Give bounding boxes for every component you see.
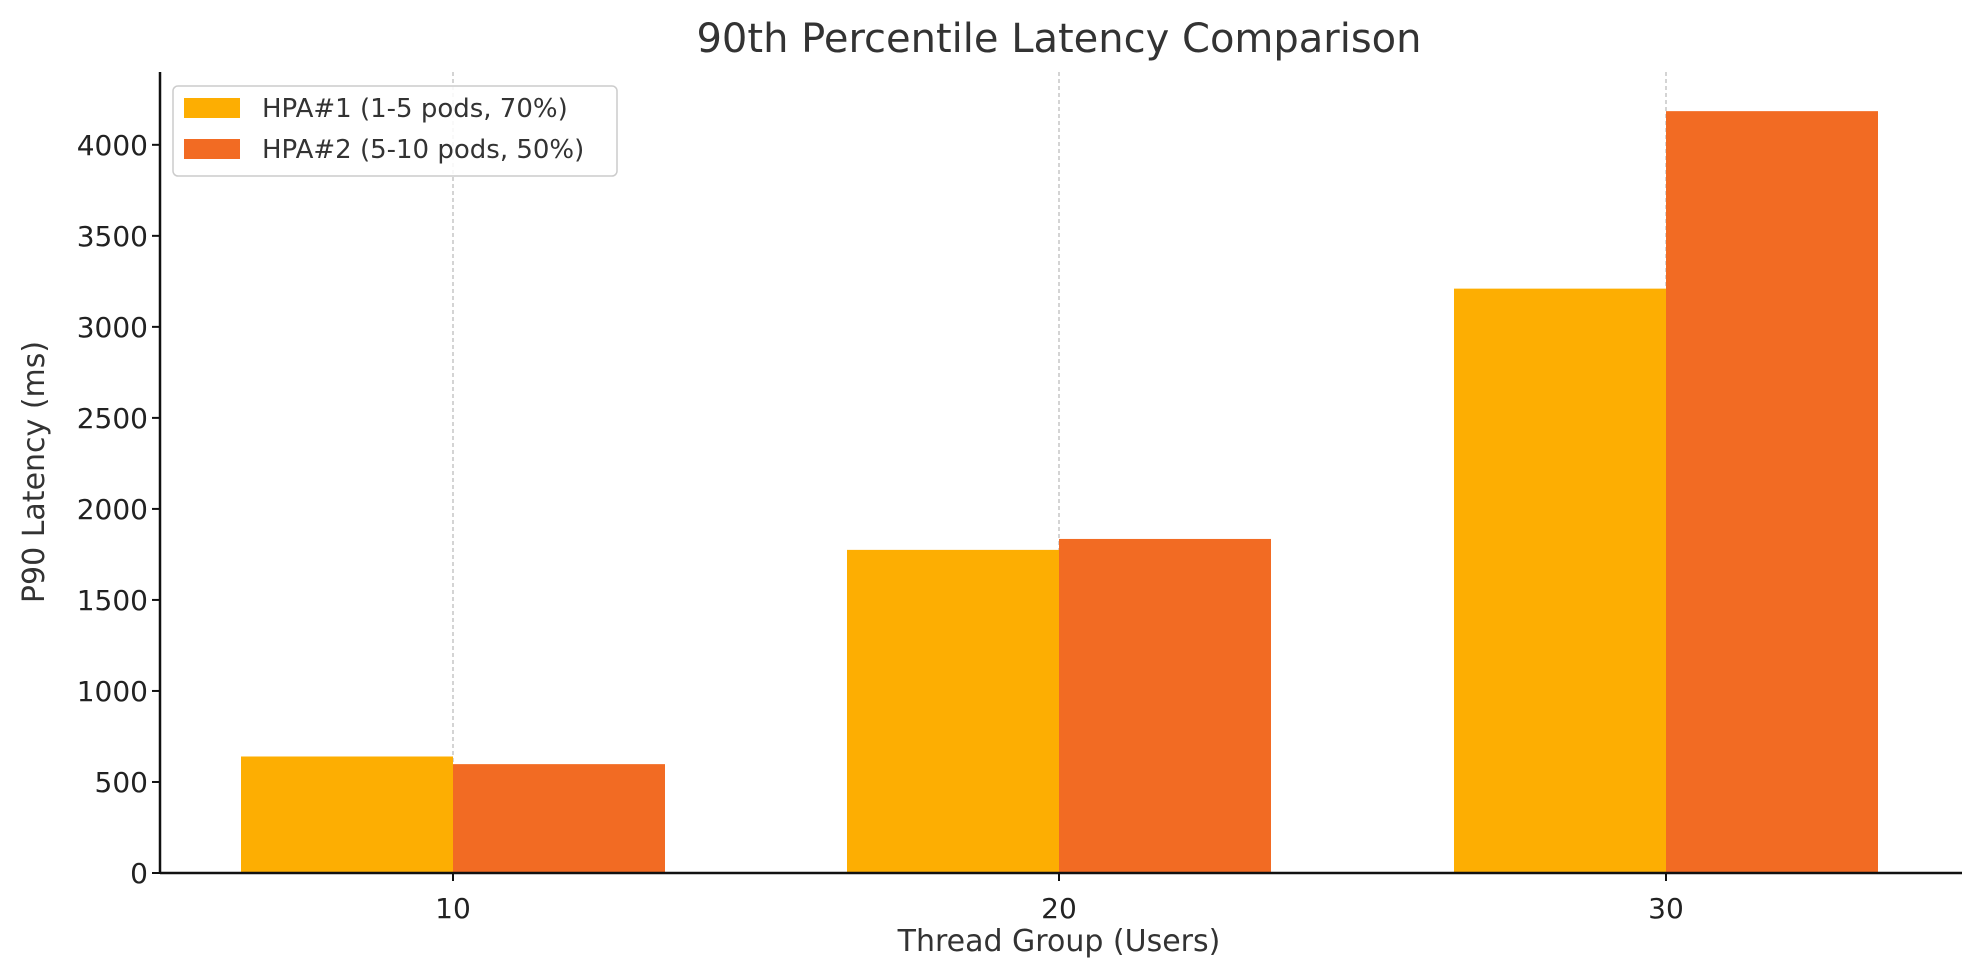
y-tick-label: 500 [95,766,148,799]
x-tick-label: 30 [1648,892,1684,925]
x-tick-label: 20 [1041,892,1077,925]
x-axis-label: Thread Group (Users) [897,924,1221,959]
y-tick-label: 0 [130,857,148,890]
y-tick-label: 2000 [77,493,148,526]
legend-label-series1: HPA#1 (1-5 pods, 70%) [262,94,568,124]
legend-swatch-series2 [184,139,240,159]
bar-series1-30 [1454,288,1666,873]
chart-title: 90th Percentile Latency Comparison [696,16,1421,62]
x-tick-label: 10 [435,892,471,925]
y-ticks: 0 500 1000 1500 2000 2500 3000 3500 4000 [77,129,160,890]
x-ticks: 10 20 30 [435,873,1684,925]
y-tick-label: 1000 [77,675,148,708]
y-tick-label: 2500 [77,402,148,435]
bars-layer [241,111,1878,873]
bar-series2-20 [1059,538,1271,873]
y-axis-label: P90 Latency (ms) [17,341,52,603]
legend: HPA#1 (1-5 pods, 70%) HPA#2 (5-10 pods, 5… [172,85,618,177]
legend-frame [172,85,618,177]
y-tick-label: 3000 [77,311,148,344]
y-tick-label: 4000 [77,129,148,162]
legend-label-series2: HPA#2 (5-10 pods, 50%) [262,135,584,165]
bar-series2-10 [453,764,665,873]
axes-layer [158,72,1962,875]
legend-swatch-series1 [184,98,240,118]
bar-series2-30 [1666,111,1878,873]
y-tick-label: 1500 [77,584,148,617]
bar-series1-20 [847,549,1059,873]
legend-items: HPA#1 (1-5 pods, 70%) HPA#2 (5-10 pods, 5… [184,94,584,165]
y-tick-label: 3500 [77,220,148,253]
bar-series1-10 [241,756,453,873]
